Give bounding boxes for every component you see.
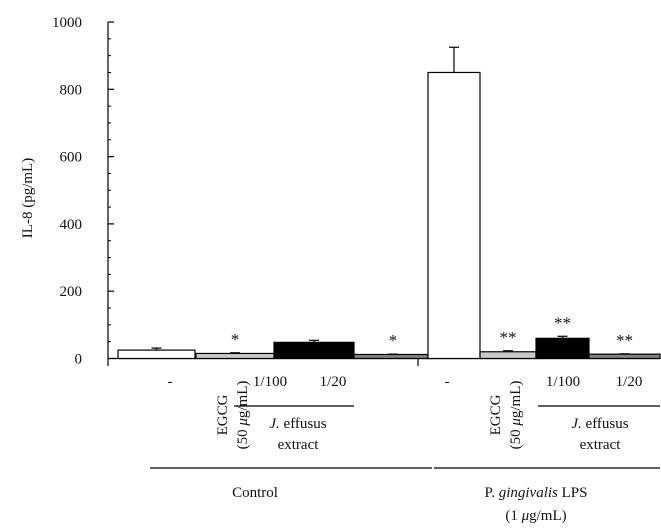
bar (535, 337, 590, 360)
subgroup-label: J. effusus (269, 416, 326, 432)
category-label: 1/20 (616, 374, 643, 390)
significance-label: * (231, 330, 240, 349)
bar (427, 71, 481, 360)
group-label: Control (232, 485, 278, 501)
bar (273, 341, 355, 360)
bar (479, 351, 537, 360)
y-tick-label: 0 (75, 352, 83, 368)
bar (588, 353, 661, 360)
significance-label: ** (554, 313, 571, 332)
subgroup-label: extract (580, 437, 622, 453)
category-label: 1/100 (253, 374, 287, 390)
subgroup-label: J. effusus (571, 416, 628, 432)
category-label: (50 μg/mL) (508, 381, 524, 450)
significance-label: ** (616, 331, 633, 350)
y-tick-label: 1000 (52, 15, 82, 31)
y-tick-label: 200 (60, 284, 83, 300)
y-axis: 0 200 400 600 800 1000 (52, 15, 114, 368)
group-label: P. gingivalis LPS (485, 485, 588, 501)
category-label: EGCG (215, 394, 231, 435)
subgroup-label: extract (278, 437, 320, 453)
category-label: (50 μg/mL) (235, 381, 251, 450)
y-axis-label: IL-8 (pg/mL) (20, 158, 36, 238)
y-tick-label: 400 (60, 217, 83, 233)
plot-area: * * ****** (117, 46, 661, 360)
category-label: 1/20 (320, 374, 347, 390)
category-label: EGCG (488, 394, 504, 435)
category-label: 1/100 (546, 374, 580, 390)
category-label: - (168, 374, 173, 390)
x-axis-labels: -EGCG(50 μg/mL) 1/100 1/20J. effususextrac… (107, 358, 660, 524)
y-tick-label: 600 (60, 150, 83, 166)
bar (117, 349, 196, 360)
y-tick-label: 800 (60, 82, 83, 98)
significance-label: * (389, 331, 398, 350)
category-label: - (445, 374, 450, 390)
group-label-line2: (1 μg/mL) (505, 508, 566, 524)
significance-label: ** (500, 328, 517, 347)
bar (195, 352, 275, 360)
bar (353, 353, 433, 360)
